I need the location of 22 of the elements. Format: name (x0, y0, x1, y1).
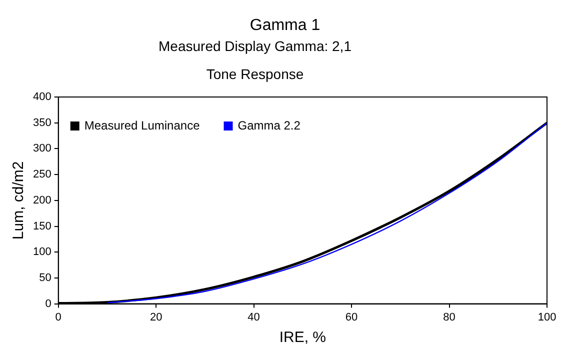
y-tick-label: 200 (32, 194, 52, 206)
x-tick-label: 80 (443, 311, 456, 324)
y-tick-label: 350 (32, 116, 52, 129)
x-tick-label: 40 (248, 311, 260, 324)
x-axis-title: IRE, % (279, 329, 326, 346)
legend-label: Measured Luminance (84, 118, 200, 132)
text: Tone Response (206, 66, 304, 82)
chart-title: Gamma 1 (250, 17, 320, 35)
x-tick-label: 100 (538, 311, 556, 324)
x-tick-label: 60 (345, 311, 358, 324)
y-tick-label: 50 (39, 272, 52, 284)
y-tick-label: 100 (32, 246, 52, 258)
legend-label: Gamma 2.2 (238, 118, 301, 132)
y-tick-label: 250 (32, 168, 52, 181)
y-axis-title: Lum, cd/m2 (10, 161, 28, 240)
y-tick-label: 300 (32, 142, 52, 155)
x-tick-label: 20 (150, 311, 162, 324)
y-tick-label: 400 (32, 91, 52, 104)
x-tick-label: 0 (55, 311, 62, 324)
y-tick-label: 150 (32, 220, 52, 232)
chart-subtitle: Measured Display Gamma: 2,1 (158, 38, 352, 54)
y-tick-label: 0 (45, 298, 52, 310)
